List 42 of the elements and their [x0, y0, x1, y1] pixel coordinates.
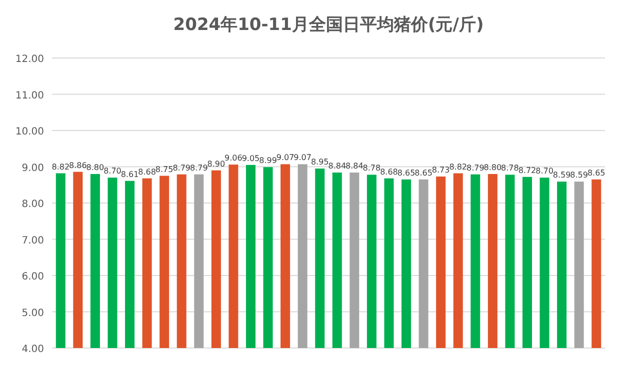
data-label: 8.79	[172, 163, 191, 172]
chart-title: 2024年10-11月全国日平均猪价(元/斤)	[173, 15, 484, 35]
data-label: 8.65	[587, 168, 606, 178]
data-label: 8.79	[190, 163, 208, 172]
y-tick-label: 12.00	[15, 54, 44, 65]
data-label: 8.82	[52, 162, 70, 172]
data-label: 8.84	[328, 162, 346, 171]
y-tick-label: 4.00	[22, 344, 44, 355]
y-tick-label: 7.00	[22, 235, 44, 246]
y-tick-label: 9.00	[22, 162, 44, 174]
data-label: 8.86	[69, 160, 87, 170]
data-label: 8.95	[310, 158, 329, 167]
data-label: 8.65	[397, 168, 416, 178]
data-label: 8.61	[120, 170, 139, 179]
data-label: 9.07	[294, 153, 312, 162]
data-label: 8.78	[501, 164, 519, 173]
data-label: 8.78	[362, 164, 381, 173]
data-label: 8.84	[346, 162, 364, 171]
data-label: 8.99	[259, 156, 277, 166]
data-label: 8.65	[414, 168, 432, 178]
data-label: 9.05	[242, 154, 260, 163]
data-label: 8.70	[536, 166, 554, 176]
y-tick-label: 10.00	[15, 126, 44, 138]
data-label: 8.90	[207, 159, 226, 168]
data-label: 8.80	[484, 163, 502, 172]
data-label: 8.75	[155, 164, 174, 174]
data-label: 8.80	[86, 163, 104, 172]
data-label: 9.06	[224, 154, 242, 163]
data-label: 8.70	[104, 166, 122, 176]
data-label: 8.68	[138, 167, 156, 176]
data-label: 8.72	[518, 166, 536, 175]
y-tick-label: 5.00	[22, 308, 44, 319]
y-tick-label: 8.00	[22, 199, 44, 210]
y-tick-label: 11.00	[15, 90, 44, 102]
data-label: 8.68	[380, 167, 398, 176]
data-label: 8.82	[449, 162, 468, 172]
data-label: 8.73	[432, 166, 450, 175]
data-label: 9.07	[276, 153, 294, 162]
y-tick-label: 6.00	[22, 272, 44, 282]
data-label: 8.59	[552, 170, 571, 180]
data-label: 8.79	[466, 163, 484, 172]
data-label: 8.59	[570, 170, 588, 180]
